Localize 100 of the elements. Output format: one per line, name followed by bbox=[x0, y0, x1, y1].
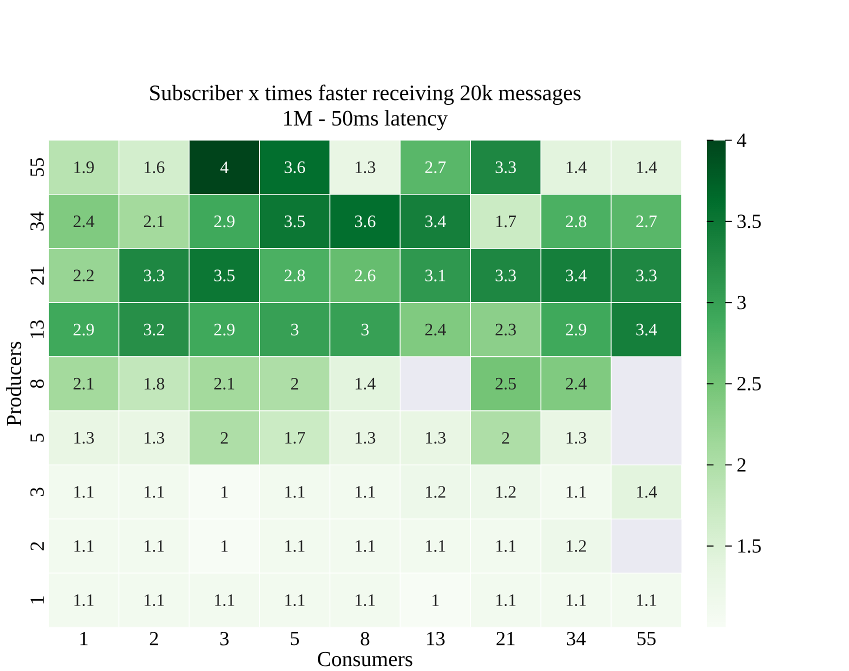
data-label: 1.1 bbox=[144, 486, 164, 498]
data-label: 1.1 bbox=[426, 540, 446, 552]
data-label: 1.4 bbox=[637, 162, 657, 174]
data-label: 1.1 bbox=[285, 540, 304, 552]
data-label: 2.1 bbox=[214, 378, 234, 390]
x-tick-label: 13 bbox=[427, 632, 445, 646]
data-label: 2.4 bbox=[74, 216, 94, 228]
data-label: 3.6 bbox=[284, 162, 306, 174]
data-label: 2.4 bbox=[566, 378, 587, 390]
data-label: 2.9 bbox=[214, 324, 234, 336]
x-tick-label: 55 bbox=[638, 632, 656, 646]
data-label: 1 bbox=[222, 486, 228, 498]
data-label: 1 bbox=[222, 540, 228, 552]
data-label: 1.9 bbox=[74, 162, 94, 174]
data-label: 1.1 bbox=[285, 594, 304, 606]
y-tick-label: 13 bbox=[30, 320, 44, 338]
data-label: 3 bbox=[362, 324, 369, 336]
data-label: 1 bbox=[432, 594, 439, 606]
y-axis-title: Producers bbox=[6, 342, 22, 426]
color-bar-label: 2 bbox=[737, 458, 746, 472]
data-label: 1.4 bbox=[637, 486, 657, 498]
color-bar-label: 3 bbox=[738, 296, 746, 310]
data-label: 2.6 bbox=[354, 270, 376, 282]
data-label: 1.1 bbox=[74, 540, 94, 552]
data-label: 1.1 bbox=[356, 540, 375, 552]
data-label: 1.1 bbox=[74, 486, 94, 498]
y-tick-label: 2 bbox=[30, 542, 44, 550]
data-label: 1.2 bbox=[426, 486, 446, 498]
data-label: 1.3 bbox=[566, 432, 586, 444]
data-label: 1.6 bbox=[144, 162, 164, 174]
data-label: 1.4 bbox=[356, 378, 376, 390]
data-label: 2.1 bbox=[74, 378, 94, 390]
data-label: 1.7 bbox=[496, 216, 516, 228]
data-label: 1.1 bbox=[566, 486, 586, 498]
data-label: 1.3 bbox=[144, 432, 164, 444]
x-tick-label: 1 bbox=[80, 632, 88, 646]
data-label: 3.5 bbox=[284, 216, 305, 228]
data-label: 1.3 bbox=[356, 432, 376, 444]
data-label: 3.1 bbox=[425, 270, 446, 282]
data-label: 2 bbox=[291, 378, 298, 390]
data-label: 3.4 bbox=[566, 270, 587, 282]
data-label: 2 bbox=[502, 432, 510, 444]
data-label: 1.2 bbox=[566, 540, 586, 552]
data-label: 2.7 bbox=[425, 162, 446, 174]
x-tick-label: 2 bbox=[150, 632, 158, 646]
data-label: 1.8 bbox=[144, 378, 164, 390]
data-label: 1.1 bbox=[496, 540, 516, 552]
data-label: 1.1 bbox=[285, 486, 304, 498]
data-label: 2.2 bbox=[74, 270, 94, 282]
color-bar-label: 1.5 bbox=[738, 539, 761, 553]
data-label: 1.1 bbox=[356, 486, 375, 498]
data-label: 3.5 bbox=[214, 270, 235, 282]
data-label: 3.3 bbox=[636, 270, 657, 282]
data-label: 1.3 bbox=[74, 432, 94, 444]
data-label: 1.1 bbox=[144, 594, 164, 606]
data-label: 1.7 bbox=[285, 432, 306, 444]
data-label: 3.4 bbox=[425, 216, 446, 228]
data-label: 2.9 bbox=[566, 324, 586, 336]
data-label: 2.9 bbox=[74, 324, 94, 336]
x-axis-title: Consumers bbox=[318, 652, 412, 666]
data-label: 1.3 bbox=[356, 162, 376, 174]
x-tick-label: 21 bbox=[496, 632, 515, 646]
y-tick-label: 3 bbox=[30, 488, 44, 496]
data-label: 2.9 bbox=[214, 216, 234, 228]
y-tick-label: 21 bbox=[30, 266, 44, 285]
data-label: 3.3 bbox=[496, 162, 516, 174]
y-tick-label: 55 bbox=[30, 158, 44, 176]
x-tick-label: 3 bbox=[220, 632, 229, 646]
data-label: 3.3 bbox=[496, 270, 516, 282]
data-label: 2.8 bbox=[566, 216, 586, 228]
data-label: 1.3 bbox=[426, 432, 446, 444]
y-tick-label: 8 bbox=[30, 380, 44, 388]
data-label: 1.2 bbox=[496, 486, 516, 498]
data-label: 1.1 bbox=[637, 594, 656, 606]
data-label: 2.1 bbox=[144, 216, 164, 228]
data-label: 1.4 bbox=[566, 162, 587, 174]
data-label: 3 bbox=[291, 324, 298, 336]
data-label: 3.3 bbox=[144, 270, 164, 282]
color-bar-label: 2.5 bbox=[737, 377, 761, 391]
x-tick-label: 8 bbox=[360, 632, 370, 646]
color-bar-label: 4 bbox=[736, 134, 746, 147]
data-label: 4 bbox=[220, 162, 228, 174]
chart-subtitle: 1M - 50ms latency bbox=[284, 110, 448, 130]
data-label: 1.1 bbox=[144, 540, 164, 552]
data-label: 2.3 bbox=[496, 324, 516, 336]
data-label: 2 bbox=[220, 432, 228, 444]
data-label: 1.1 bbox=[566, 594, 586, 606]
data-label: 3.6 bbox=[355, 216, 376, 228]
chart-title: Subscriber x times faster receiving 20k messages bbox=[150, 84, 581, 105]
color-bar-label: 3.5 bbox=[738, 214, 761, 228]
y-tick-label: 34 bbox=[30, 212, 44, 231]
data-label: 3.2 bbox=[144, 324, 164, 336]
data-label: 2.5 bbox=[496, 378, 516, 390]
y-tick-label: 1 bbox=[30, 596, 44, 604]
data-label: 3.4 bbox=[636, 324, 657, 336]
data-label: 2.4 bbox=[425, 324, 446, 336]
y-tick-label: 5 bbox=[30, 434, 44, 442]
data-label: 1.1 bbox=[215, 594, 234, 606]
data-label: 1.1 bbox=[74, 594, 94, 606]
data-label: 2.8 bbox=[284, 270, 305, 282]
